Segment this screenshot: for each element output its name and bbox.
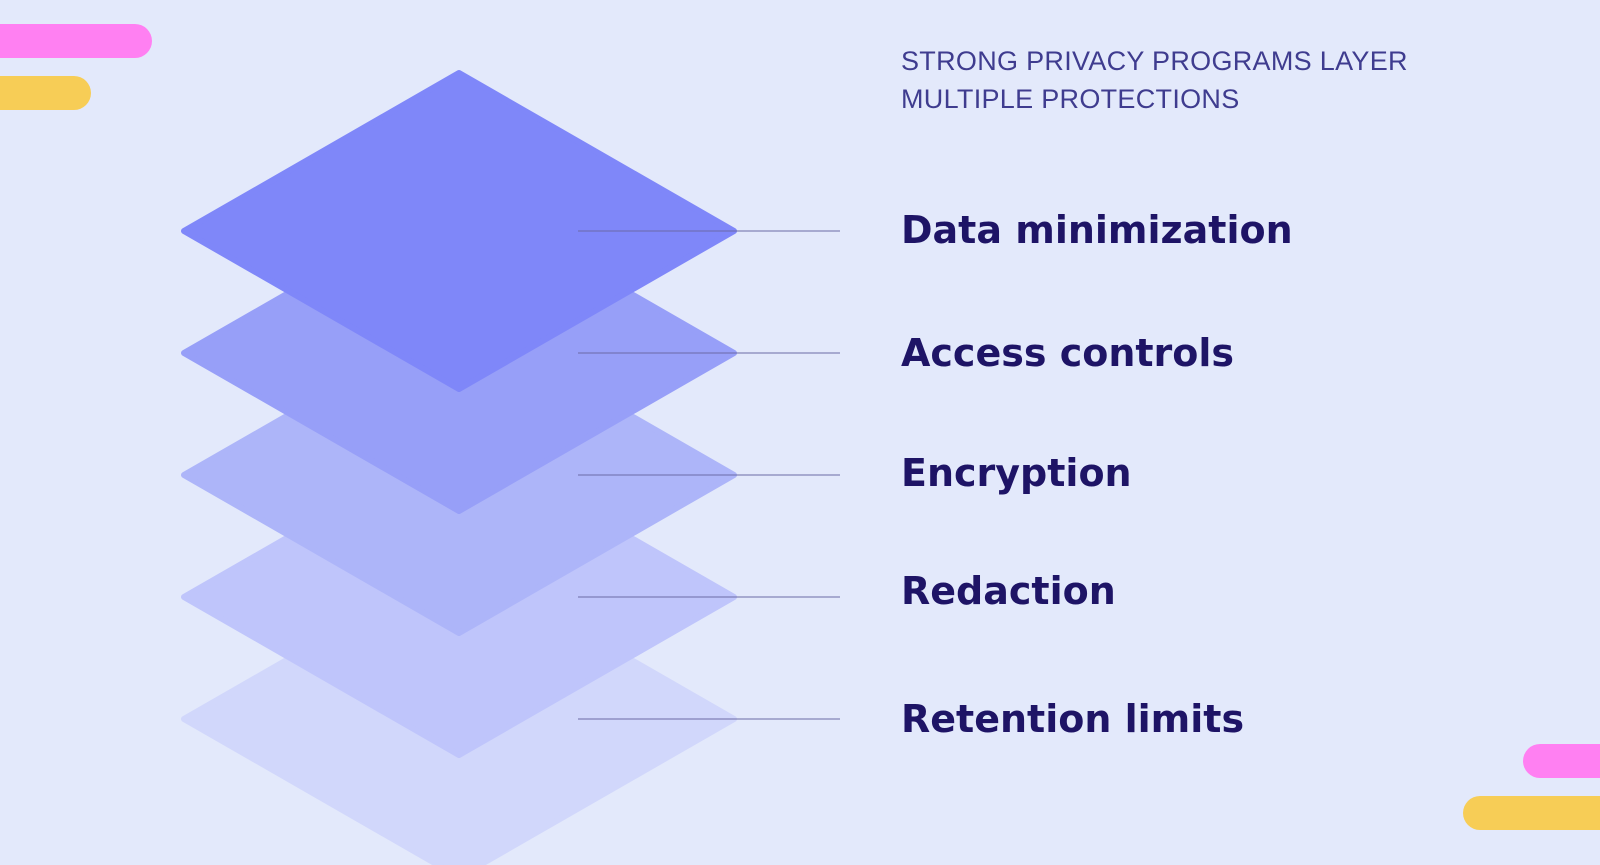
decorative-yellow-bar-bottom — [1463, 796, 1600, 830]
decorative-pink-bar-top — [0, 24, 152, 58]
diagram-heading: STRONG PRIVACY PROGRAMS LAYER MULTIPLE P… — [901, 46, 1408, 114]
layer-label-redaction: Redaction — [901, 569, 1116, 613]
layer-label-access-controls: Access controls — [901, 331, 1235, 375]
layer-label-retention-limits: Retention limits — [901, 697, 1245, 741]
decorative-yellow-bar-top — [0, 76, 91, 110]
layer-diamond-data-minimization — [181, 70, 737, 392]
layer-label-encryption: Encryption — [901, 451, 1132, 495]
decorative-pink-bar-bottom — [1523, 744, 1600, 778]
layer-label-data-minimization: Data minimization — [901, 208, 1293, 252]
